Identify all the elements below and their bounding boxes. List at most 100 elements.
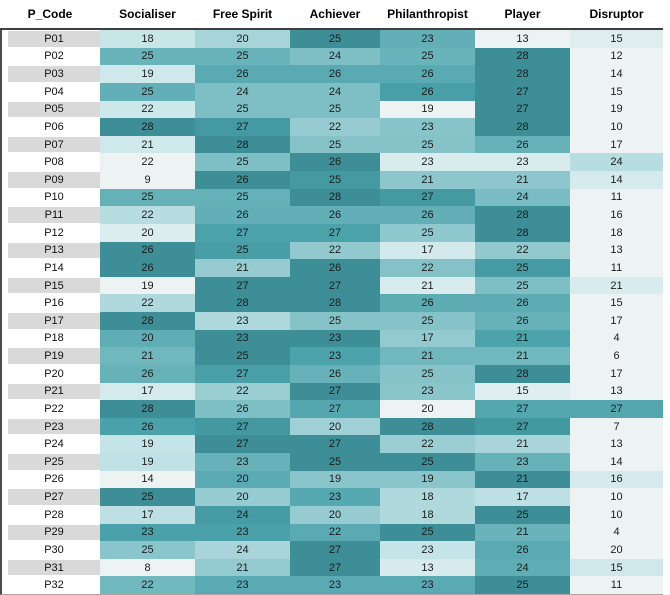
heatmap-cell: 27 — [290, 435, 380, 453]
row-code-cell: P32 — [2, 576, 100, 594]
heatmap-cell: 20 — [195, 470, 290, 489]
heatmap-cell: 27 — [475, 400, 570, 418]
row-code-cell: P19 — [2, 347, 100, 365]
row-code-cell: P22 — [2, 400, 100, 418]
heatmap-cell: 22 — [475, 241, 570, 260]
table-row: P16 22 28 28 26 26 15 — [2, 294, 663, 312]
row-code-label: P11 — [8, 207, 100, 223]
heatmap-cell: 24 — [195, 541, 290, 559]
row-code-label: P19 — [8, 348, 100, 364]
row-code-label: P31 — [8, 559, 100, 576]
row-code-cell: P03 — [2, 65, 100, 83]
heatmap-cell: 12 — [570, 47, 663, 66]
row-code-label: P17 — [8, 313, 100, 329]
row-code-label: P13 — [8, 242, 100, 259]
heatmap-cell: 19 — [380, 100, 475, 119]
heatmap-cell: 26 — [290, 364, 380, 383]
heatmap-cell: 26 — [100, 364, 195, 383]
heatmap-cell: 15 — [570, 558, 663, 577]
heatmap-cell: 18 — [570, 223, 663, 242]
row-code-cell: P15 — [2, 277, 100, 295]
heatmap-cell: 21 — [195, 558, 290, 577]
row-code-cell: P25 — [2, 453, 100, 471]
heatmap-cell: 22 — [195, 382, 290, 401]
heatmap-cell: 23 — [380, 382, 475, 401]
heatmap-cell: 11 — [570, 576, 663, 594]
heatmap-cell: 27 — [195, 276, 290, 295]
heatmap-cell: 17 — [100, 505, 195, 524]
table-row: P23 26 27 20 28 27 7 — [2, 417, 663, 436]
heatmap-cell: 13 — [570, 382, 663, 401]
heatmap-cell: 28 — [380, 417, 475, 436]
heatmap-cell: 7 — [570, 417, 663, 436]
heatmap-cell: 22 — [100, 206, 195, 224]
heatmap-cell: 25 — [290, 312, 380, 330]
row-code-label: P18 — [44, 332, 64, 345]
heatmap-cell: 17 — [570, 364, 663, 383]
table-row: P26 14 20 19 19 21 16 — [2, 470, 663, 489]
row-code-cell: P24 — [2, 435, 100, 453]
heatmap-cell: 25 — [100, 82, 195, 101]
heatmap-cell: 27 — [290, 276, 380, 295]
row-code-label: P30 — [44, 543, 64, 556]
heatmap-cell: 26 — [290, 259, 380, 277]
heatmap-cell: 28 — [290, 294, 380, 312]
heatmap-cell: 24 — [475, 558, 570, 577]
heatmap-cell: 25 — [290, 30, 380, 48]
heatmap-cell: 27 — [475, 417, 570, 436]
row-code-label: P07 — [8, 136, 100, 153]
table-row: P21 17 22 27 23 15 13 — [2, 382, 663, 401]
row-code-cell: P01 — [2, 30, 100, 48]
heatmap-cell: 28 — [475, 65, 570, 83]
heatmap-cell: 28 — [475, 118, 570, 136]
table-row: P13 26 25 22 17 22 13 — [2, 241, 663, 260]
heatmap-cell: 23 — [380, 118, 475, 136]
column-header-p-code: P_Code — [27, 7, 73, 21]
heatmap-cell: 23 — [380, 576, 475, 594]
row-code-cell: P17 — [2, 312, 100, 330]
heatmap-cell: 25 — [475, 276, 570, 295]
heatmap-cell: 15 — [475, 382, 570, 401]
row-code-cell: P18 — [2, 330, 100, 348]
row-code-label: P21 — [8, 383, 100, 400]
heatmap-cell: 27 — [475, 82, 570, 101]
row-code-cell: P16 — [2, 294, 100, 312]
heatmap-cell: 27 — [290, 558, 380, 577]
table-row: P05 22 25 25 19 27 19 — [2, 100, 663, 119]
heatmap-cell: 13 — [570, 435, 663, 453]
heatmap-cell: 27 — [195, 435, 290, 453]
heatmap-cell: 18 — [380, 488, 475, 506]
heatmap-cell: 25 — [195, 241, 290, 260]
heatmap-cell: 26 — [475, 312, 570, 330]
table-row: P22 28 26 27 20 27 27 — [2, 400, 663, 418]
heatmap-cell: 24 — [570, 153, 663, 171]
heatmap-cell: 26 — [475, 541, 570, 559]
row-code-cell: P20 — [2, 365, 100, 383]
row-code-label: P29 — [8, 524, 100, 541]
row-code-cell: P08 — [2, 153, 100, 171]
row-code-cell: P26 — [2, 471, 100, 489]
heatmap-cell: 23 — [380, 153, 475, 171]
heatmap-cell: 11 — [570, 259, 663, 277]
heatmap-cell: 10 — [570, 505, 663, 524]
table-row: P31 8 21 27 13 24 15 — [2, 558, 663, 577]
column-header-philanthropist: Philanthropist — [387, 7, 468, 21]
heatmap-cell: 28 — [475, 223, 570, 242]
heatmap-cell: 24 — [475, 188, 570, 207]
heatmap-cell: 17 — [570, 312, 663, 330]
row-code-label: P06 — [44, 120, 64, 133]
heatmap-cell: 27 — [290, 400, 380, 418]
heatmap-cell: 17 — [380, 329, 475, 348]
heatmap-cell: 9 — [100, 171, 195, 189]
heatmap-cell: 22 — [290, 118, 380, 136]
row-code-cell: P30 — [2, 541, 100, 559]
row-code-label: P15 — [8, 277, 100, 294]
heatmap-cell: 23 — [475, 453, 570, 471]
heatmap-cell: 25 — [100, 488, 195, 506]
table-row: P11 22 26 26 26 28 16 — [2, 206, 663, 224]
heatmap-cell: 6 — [570, 347, 663, 365]
heatmap-cell: 23 — [290, 488, 380, 506]
heatmap-cell: 13 — [570, 241, 663, 260]
heatmap-cell: 28 — [100, 118, 195, 136]
heatmap-cell: 27 — [195, 223, 290, 242]
